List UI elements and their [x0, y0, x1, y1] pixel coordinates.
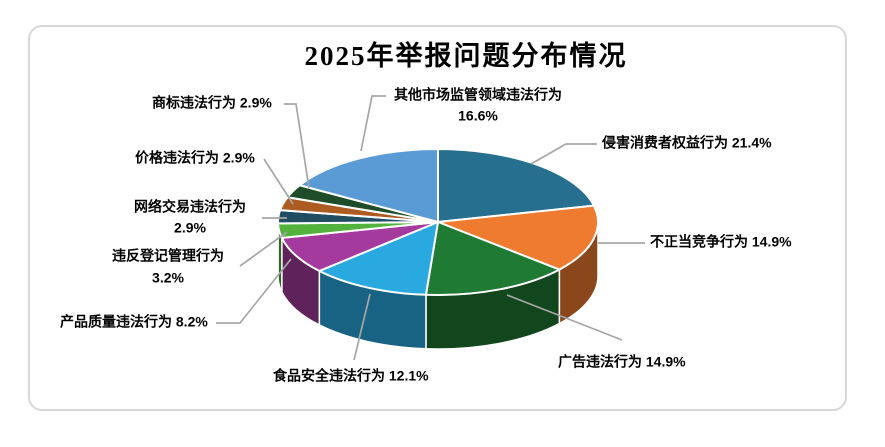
leader-line [216, 258, 292, 324]
slice-label: 其他市场监管领域违法行为 [394, 87, 562, 103]
chart-title: 2025年举报问题分布情况 [304, 41, 628, 71]
leader-line [360, 95, 386, 152]
slice-label: 价格违法行为 2.9% [135, 150, 255, 166]
slice-label-value: 3.2% [152, 270, 184, 286]
slice-label: 违反登记管理行为 [112, 248, 224, 264]
pie-slice [424, 221, 561, 296]
slice-label: 商标违法行为 2.9% [152, 95, 272, 111]
pie-slice [437, 148, 595, 223]
leader-line [353, 293, 371, 361]
slice-label-value: 2.9% [174, 220, 206, 236]
slice-label: 食品安全违法行为 12.1% [273, 368, 429, 384]
leader-line [506, 294, 623, 341]
leader-line [284, 103, 310, 189]
slice-label: 网络交易违法行为 [134, 199, 246, 215]
leader-line [263, 158, 294, 205]
pie-slice [318, 221, 439, 296]
slice-label: 产品质量违法行为 8.2% [60, 314, 208, 330]
slice-label-value: 16.6% [458, 108, 498, 124]
slice-label: 广告违法行为 14.9% [558, 354, 686, 370]
leader-line [530, 143, 597, 165]
slice-label: 侵害消费者权益行为 21.4% [601, 135, 772, 151]
slice-label: 不正当竞争行为 14.9% [650, 234, 792, 250]
pie-slice [437, 204, 599, 271]
leader-line [239, 231, 288, 267]
